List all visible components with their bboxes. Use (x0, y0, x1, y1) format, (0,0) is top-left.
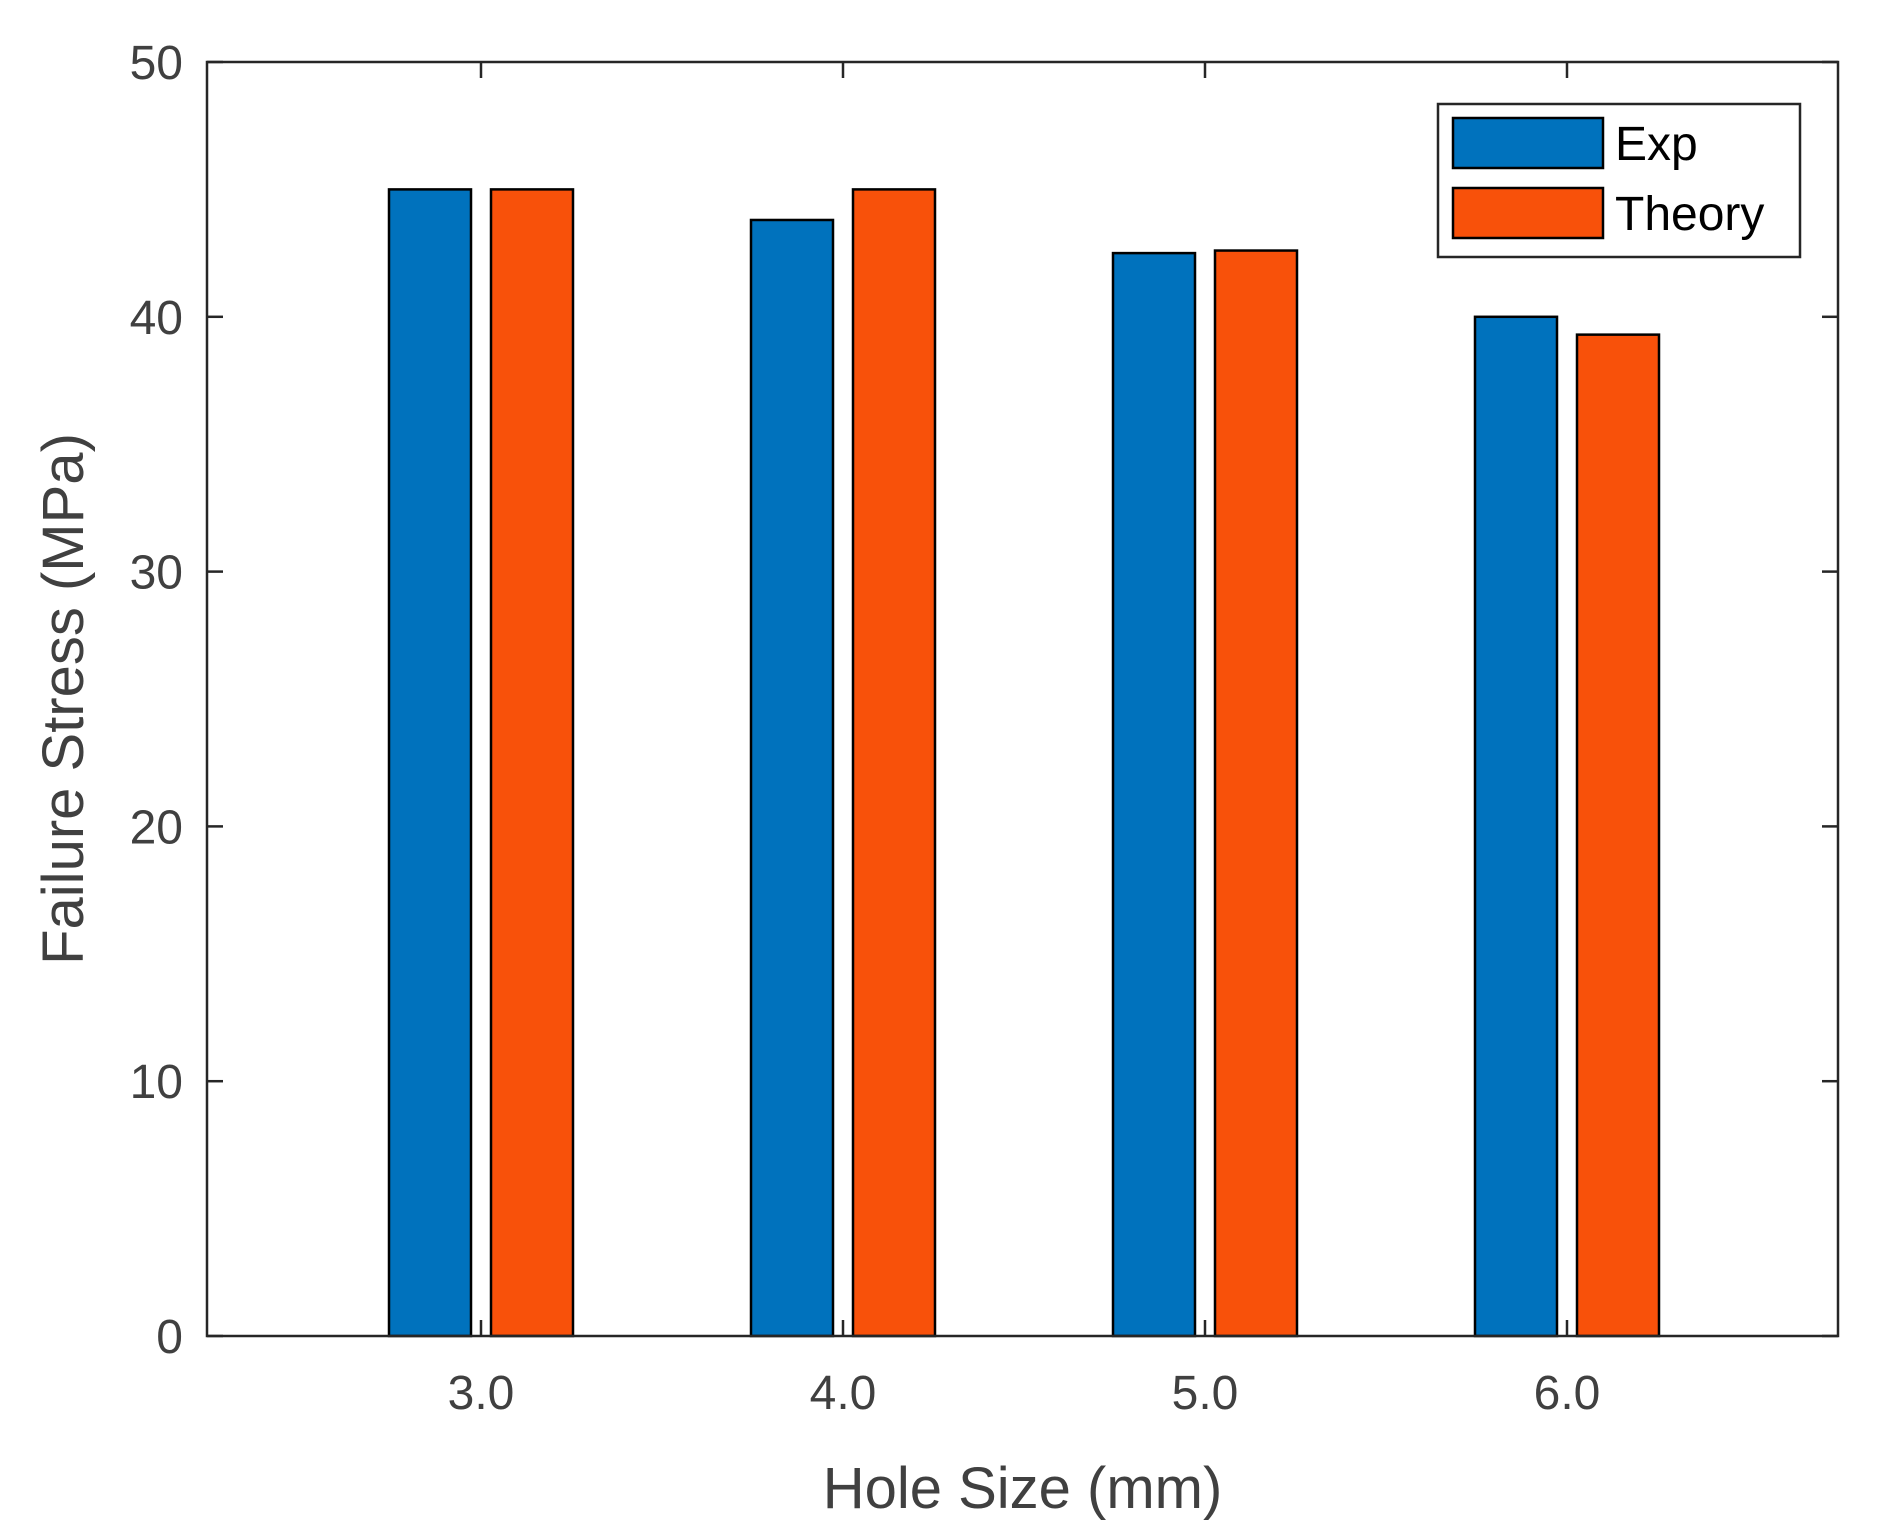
y-tick-label-0: 0 (156, 1311, 183, 1364)
bar-theory-3.0 (489, 188, 575, 1338)
y-tick-label-20: 20 (130, 801, 183, 854)
legend-label-theory: Theory (1615, 188, 1764, 241)
bar-theory-5.0 (1213, 249, 1299, 1338)
y-tick-label-10: 10 (130, 1056, 183, 1109)
x-tick-label-5.0: 5.0 (1172, 1367, 1239, 1420)
legend-label-exp: Exp (1615, 118, 1698, 171)
bar-exp-6.0 (1473, 315, 1559, 1338)
legend-swatch-theory (1451, 186, 1605, 240)
plot-area-frame (205, 60, 1840, 1338)
tick-labels-group: 3.0 4.0 5.0 6.0 0 10 20 30 40 50 (130, 37, 1601, 1420)
y-tick-label-30: 30 (130, 547, 183, 600)
legend: Exp Theory (1436, 102, 1802, 259)
x-tick-label-3.0: 3.0 (448, 1367, 515, 1420)
bar-exp-3.0 (387, 188, 473, 1338)
x-tick-label-6.0: 6.0 (1534, 1367, 1601, 1420)
y-tick-label-40: 40 (130, 292, 183, 345)
bar-theory-6.0 (1575, 333, 1661, 1338)
bar-exp-4.0 (749, 218, 835, 1338)
legend-swatch-exp (1451, 116, 1605, 170)
y-tick-label-50: 50 (130, 37, 183, 90)
y-axis-label: Failure Stress (MPa) (31, 433, 96, 965)
bar-exp-5.0 (1111, 251, 1197, 1338)
x-tick-label-4.0: 4.0 (810, 1367, 877, 1420)
bar-theory-4.0 (851, 188, 937, 1338)
x-axis-label: Hole Size (mm) (823, 1456, 1223, 1521)
bars-group (387, 188, 1661, 1338)
